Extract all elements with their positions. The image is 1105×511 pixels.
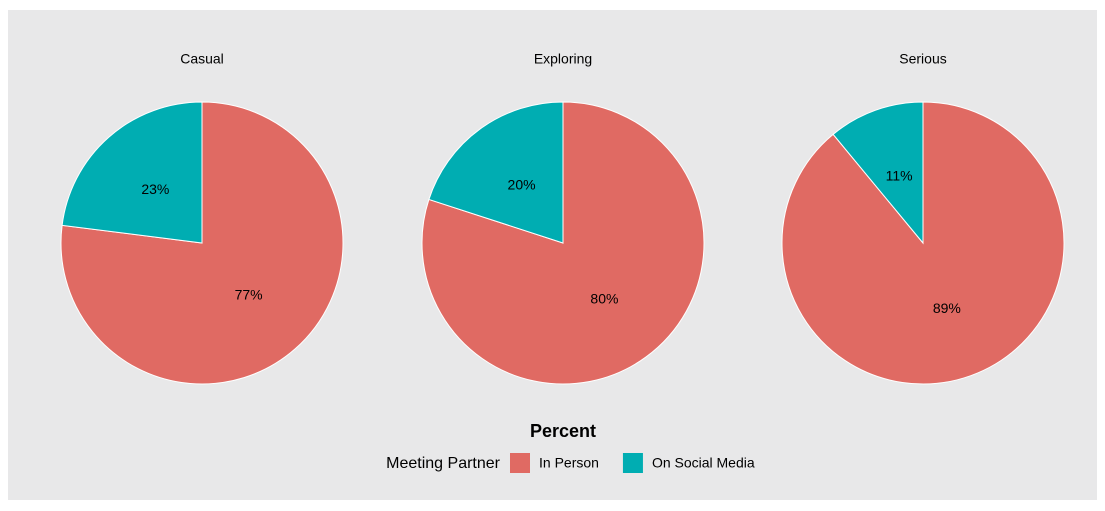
data-label: 89% xyxy=(933,300,961,316)
legend-title: Meeting Partner xyxy=(386,455,501,472)
legend-label: On Social Media xyxy=(652,455,755,471)
x-axis-label: Percent xyxy=(530,421,596,441)
legend-label: In Person xyxy=(539,455,599,471)
pie-slice xyxy=(60,101,344,385)
legend-swatch xyxy=(510,453,530,473)
data-label: 20% xyxy=(508,177,536,193)
data-label: 80% xyxy=(590,291,618,307)
data-label: 11% xyxy=(886,167,913,183)
facet-title: Exploring xyxy=(534,51,592,67)
data-label: 23% xyxy=(141,181,169,197)
facet-title: Casual xyxy=(180,51,224,67)
pie-slice xyxy=(832,101,924,245)
legend-swatch xyxy=(622,453,643,473)
pie-slice xyxy=(61,101,203,244)
data-label: 77% xyxy=(235,287,263,303)
facet-title: Serious xyxy=(899,51,946,67)
pie-slice xyxy=(428,101,564,244)
